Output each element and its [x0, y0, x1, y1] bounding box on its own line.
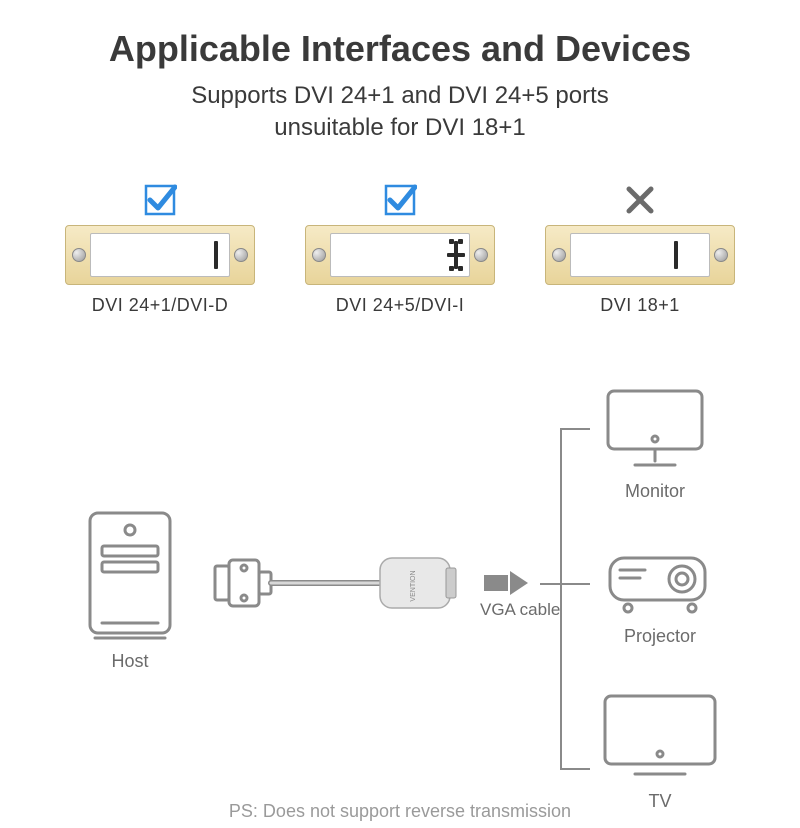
check-icon [143, 183, 177, 217]
bracket-arm [560, 428, 590, 430]
pin-grid-24 [335, 253, 443, 257]
projector-label: Projector [624, 626, 696, 647]
subtitle-line-1: Supports DVI 24+1 and DVI 24+5 ports [191, 82, 609, 109]
vga-cable-label: VGA cable [480, 600, 560, 620]
bracket-arm [560, 583, 590, 585]
subtitle-line-2: unsuitable for DVI 18+1 [274, 114, 526, 141]
port-label: DVI 24+1/DVI-D [92, 295, 229, 316]
monitor-icon [600, 383, 710, 473]
screw-icon [234, 248, 248, 262]
monitor-device: Monitor [600, 383, 710, 502]
port-label: DVI 24+5/DVI-I [336, 295, 465, 316]
pin-grid-24 [95, 253, 203, 257]
adapter-cable-icon: VENTION [210, 538, 470, 628]
screw-icon [474, 248, 488, 262]
svg-text:VENTION: VENTION [410, 570, 417, 601]
pin-grid-9 [575, 253, 611, 257]
connection-diagram: Host VENTION VGA cable Monitor [0, 388, 800, 798]
screw-icon [552, 248, 566, 262]
footnote: PS: Does not support reverse transmissio… [0, 801, 800, 822]
tv-icon [595, 688, 725, 783]
screw-icon [714, 248, 728, 262]
arrow-right-icon [480, 563, 530, 603]
host-icon [80, 508, 180, 643]
host-label: Host [111, 651, 148, 672]
dvi-connector [305, 225, 495, 285]
bracket-stem [540, 583, 560, 585]
bracket-line [560, 428, 562, 768]
cross-icon [625, 183, 655, 217]
page-title: Applicable Interfaces and Devices [0, 28, 800, 70]
port-dvi-18: DVI 18+1 [530, 183, 750, 316]
ground-slot [667, 237, 685, 273]
subtitle: Supports DVI 24+1 and DVI 24+5 ports uns… [0, 80, 800, 145]
port-dvi-d: DVI 24+1/DVI-D [50, 183, 270, 316]
port-label: DVI 18+1 [600, 295, 680, 316]
tv-device: TV [595, 688, 725, 812]
host-device: Host [80, 508, 180, 672]
screw-icon [72, 248, 86, 262]
ground-slot [207, 237, 225, 273]
projector-icon [600, 538, 720, 618]
pin-grid-9 [627, 253, 663, 257]
dvi-connector [65, 225, 255, 285]
bracket-arm [560, 768, 590, 770]
ground-slot-plus [447, 237, 465, 273]
screw-icon [312, 248, 326, 262]
projector-device: Projector [600, 538, 720, 647]
port-dvi-i: DVI 24+5/DVI-I [290, 183, 510, 316]
monitor-label: Monitor [625, 481, 685, 502]
check-icon [383, 183, 417, 217]
dvi-connector [545, 225, 735, 285]
ports-row: DVI 24+1/DVI-D DVI 24+5/DVI-I [0, 183, 800, 316]
